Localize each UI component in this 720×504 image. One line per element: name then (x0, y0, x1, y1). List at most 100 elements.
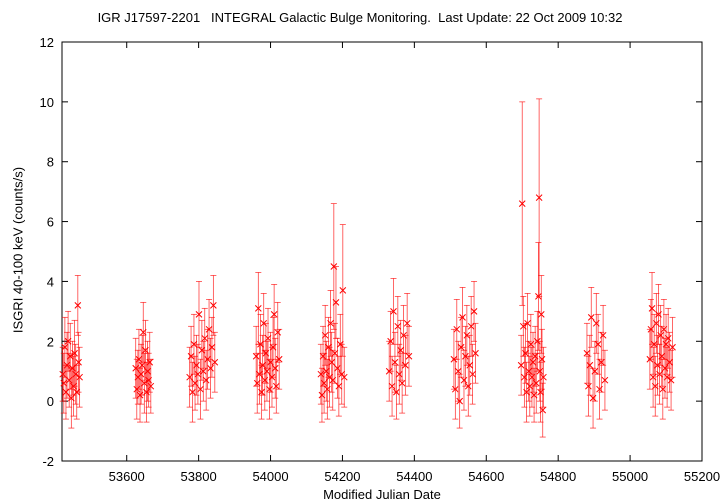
data-point (591, 340, 599, 402)
data-point (453, 298, 461, 360)
data-point (75, 331, 82, 393)
data-point (666, 331, 673, 393)
data-point (583, 322, 591, 384)
y-tick-label: 6 (47, 215, 54, 230)
data-point (267, 331, 274, 393)
data-point (194, 343, 202, 405)
data-point (469, 343, 476, 405)
y-axis-label: ISGRI 40-100 keV (counts/s) (10, 166, 26, 334)
data-point (205, 298, 213, 360)
y-tick-label: 12 (40, 35, 54, 50)
data-point (663, 346, 671, 408)
data-point (599, 304, 607, 366)
data-point (664, 307, 672, 369)
data-point (398, 352, 406, 414)
data-point (460, 349, 468, 411)
data-point (146, 331, 154, 393)
y-tick-label: 2 (47, 334, 54, 349)
data-point (328, 331, 336, 393)
x-tick-label: 54800 (540, 469, 576, 484)
data-point (586, 334, 594, 396)
x-tick-label: 54600 (468, 469, 504, 484)
data-point (252, 325, 260, 387)
data-point (331, 322, 339, 384)
data-point (589, 367, 597, 429)
data-point (189, 361, 196, 423)
data-point (264, 307, 272, 369)
data-point (74, 275, 82, 336)
data-point (208, 316, 216, 378)
data-point (539, 382, 547, 438)
data-point (266, 358, 273, 420)
data-point (270, 284, 278, 345)
data-point (470, 281, 478, 342)
data-point (456, 373, 464, 429)
data-point (451, 358, 459, 420)
data-point (210, 275, 217, 336)
data-point (201, 307, 209, 369)
data-point (190, 313, 198, 375)
data-point (667, 349, 675, 411)
data-point (76, 346, 83, 408)
data-point (524, 292, 531, 354)
data-point (72, 343, 80, 405)
data-point (587, 287, 595, 348)
y-tick-label: 8 (47, 155, 54, 170)
x-tick-label: 54400 (396, 469, 432, 484)
data-point (540, 346, 547, 408)
data-point (142, 319, 149, 381)
data-point (272, 358, 280, 414)
data-point (391, 331, 399, 393)
x-tick-label: 53600 (109, 469, 145, 484)
data-point (405, 325, 413, 387)
data-point (193, 334, 200, 396)
x-tick-label: 53800 (181, 469, 217, 484)
data-point (669, 316, 676, 378)
data-point (472, 322, 479, 384)
data-point (187, 325, 195, 387)
data-point (147, 358, 155, 414)
x-axis-label: Modified Julian Date (323, 487, 441, 502)
data-point (601, 349, 609, 411)
data-point (592, 292, 600, 354)
data-point (535, 98, 543, 297)
data-point (532, 352, 540, 414)
data-point (403, 292, 411, 354)
x-tick-label: 54200 (324, 469, 360, 484)
plot-frame (61, 41, 703, 462)
data-point (335, 355, 343, 417)
data-point (537, 275, 545, 354)
data-point (454, 340, 462, 402)
chart-title: IGR J17597-2201 INTEGRAL Galactic Bulge … (97, 10, 623, 25)
data-point (199, 340, 207, 402)
data-point (594, 313, 602, 375)
data-point (275, 328, 283, 390)
data-point (195, 281, 203, 348)
y-tick-label: 10 (40, 95, 54, 110)
data-point (191, 355, 199, 411)
y-tick-label: 0 (47, 394, 54, 409)
data-point (197, 358, 204, 420)
data-point (459, 287, 466, 348)
data-point (211, 331, 219, 393)
data-point (339, 224, 347, 357)
data-point (394, 295, 402, 357)
data-point (340, 346, 348, 408)
x-tick-label: 54000 (252, 469, 288, 484)
data-point (387, 310, 394, 372)
data-point (62, 364, 70, 420)
data-point (388, 355, 396, 417)
data-point (258, 364, 265, 420)
data-point (390, 278, 397, 345)
data-point (518, 101, 526, 306)
data-point (137, 343, 145, 405)
y-tick-label: 4 (47, 274, 54, 289)
x-tick-label: 55000 (612, 469, 648, 484)
data-point (397, 319, 405, 381)
data-point (466, 334, 474, 396)
x-tick-label: 55200 (684, 469, 720, 484)
data-point (274, 301, 282, 363)
y-tick-label: -2 (42, 454, 54, 469)
data-point (395, 343, 403, 405)
data-point (271, 337, 279, 399)
